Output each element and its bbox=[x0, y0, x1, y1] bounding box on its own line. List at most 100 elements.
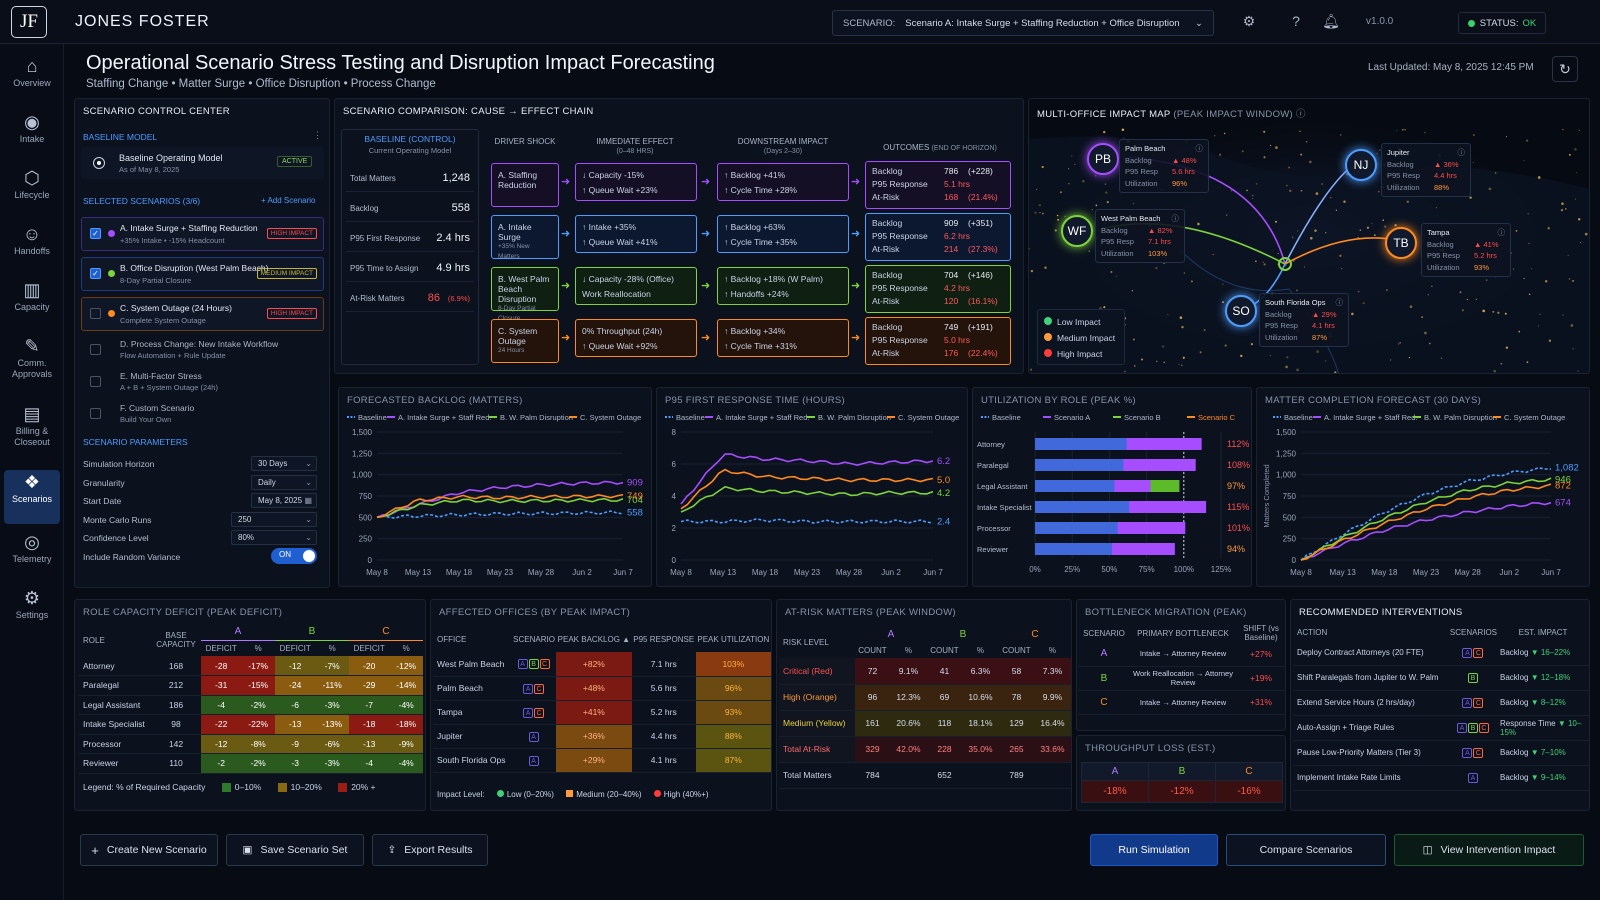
outcome-box[interactable]: Backlog 749 (+191) P95 Response 5.0 hrs At-Ri… bbox=[865, 317, 1011, 365]
table-row[interactable]: Palm Beach A C +48% 5.6 hrs 96% bbox=[433, 676, 771, 701]
gear-icon[interactable]: ⚙ bbox=[1242, 13, 1256, 29]
outcome-box[interactable]: Backlog 704 (+146) P95 Response 4.2 hrs At-Ri… bbox=[865, 265, 1011, 313]
table-row[interactable]: Total At-Risk 329 42.0% 228 35.0% 265 33.6% bbox=[779, 736, 1071, 763]
office-node[interactable]: TB bbox=[1385, 227, 1417, 259]
variance-toggle[interactable]: ON bbox=[271, 547, 317, 564]
table-row[interactable]: West Palm Beach A B C +82% 7.1 hrs 103% bbox=[433, 652, 771, 677]
scenario-item[interactable]: ✓ A. Intake Surge + Staffing Reduction +3… bbox=[81, 217, 324, 251]
driver-box[interactable]: A. Staffing Reduction bbox=[491, 163, 559, 207]
table-row[interactable]: Jupiter A +36% 4.4 hrs 88% bbox=[433, 724, 771, 749]
nav-lifecycle[interactable]: ⬡ Lifecycle bbox=[4, 166, 60, 220]
bell-icon[interactable]: 🔔︎ bbox=[1322, 13, 1340, 29]
param-select[interactable]: 80% ⌄ bbox=[231, 530, 317, 545]
driver-box[interactable]: B. West Palm Beach Disruption 8-Day Parti… bbox=[491, 267, 559, 322]
office-node[interactable]: NJ bbox=[1345, 149, 1377, 181]
table-row[interactable]: Reviewer 110 -2 -2% -3 -3% -4 -4% bbox=[79, 753, 423, 774]
info-icon[interactable]: ⓘ bbox=[1497, 228, 1506, 237]
scenario-item[interactable]: F. Custom Scenario Build Your Own bbox=[81, 399, 324, 427]
param-select[interactable]: 30 Days ⌄ bbox=[251, 456, 317, 471]
radio-icon[interactable] bbox=[93, 157, 105, 169]
checkbox[interactable] bbox=[90, 376, 101, 387]
downstream-box[interactable]: ↑ Backlog +63% ↑ Cycle Time +35% bbox=[717, 215, 849, 253]
office-card[interactable]: Palm Beach ⓘ Backlog ▲ 48% P95 Resp 5.6 hrs… bbox=[1119, 139, 1209, 193]
immediate-box[interactable]: ↓ Capacity -15% ↑ Queue Wait +23% bbox=[575, 163, 697, 201]
nav-capacity[interactable]: ▥ Capacity bbox=[4, 278, 60, 332]
downstream-box[interactable]: ↑ Backlog +41% ↑ Cycle Time +28% bbox=[717, 163, 849, 201]
nav-settings[interactable]: ⚙ Settings bbox=[4, 586, 60, 640]
app-logo[interactable]: JF bbox=[11, 5, 47, 38]
series-line[interactable] bbox=[1300, 501, 1552, 561]
scenario-item[interactable]: E. Multi-Factor Stress A + B + System Ou… bbox=[81, 367, 324, 395]
completion-chart[interactable]: Baseline A. Intake Surge + Staff Red. B. W… bbox=[1257, 388, 1591, 588]
help-icon[interactable]: ? bbox=[1292, 13, 1300, 29]
office-card[interactable]: West Palm Beach ⓘ Backlog ▲ 82% P95 Resp 7.… bbox=[1095, 209, 1185, 263]
export-results-button[interactable]: ⇪ Export Results bbox=[372, 834, 488, 866]
office-card[interactable]: Tampa ⓘ Backlog ▲ 41% P95 Resp 5.2 hrs Util… bbox=[1421, 223, 1511, 277]
downstream-box[interactable]: ↑ Backlog +34% ↑ Cycle Time +31% bbox=[717, 319, 849, 357]
param-select[interactable]: 250 ⌄ bbox=[231, 511, 317, 527]
refresh-button[interactable]: ↻ bbox=[1552, 56, 1578, 82]
office-card[interactable]: South Florida Ops ⓘ Backlog ▲ 29% P95 Resp… bbox=[1259, 293, 1349, 347]
table-row[interactable]: A Intake → Attorney Review +27% bbox=[1079, 642, 1285, 667]
param-select[interactable]: May 8, 2025 ▦ bbox=[251, 493, 317, 508]
outcome-box[interactable]: Backlog 909 (+351) P95 Response 6.2 hrs At-Ri… bbox=[865, 213, 1011, 261]
compare-scenarios-button[interactable]: Compare Scenarios bbox=[1226, 834, 1386, 866]
checkbox[interactable] bbox=[90, 344, 101, 355]
driver-box[interactable]: C. System Outage 24 Hours bbox=[491, 319, 559, 363]
immediate-box[interactable]: ↑ Intake +35% ↑ Queue Wait +41% bbox=[575, 215, 697, 253]
hub-node[interactable] bbox=[1278, 257, 1292, 271]
info-icon[interactable]: ⓘ bbox=[1171, 214, 1180, 223]
nav-comm-approvals[interactable]: ✎ Comm. Approvals bbox=[4, 334, 60, 396]
table-row[interactable]: B Work Reallocation → Attorney Review +19% bbox=[1079, 666, 1285, 691]
series-line[interactable] bbox=[376, 493, 624, 519]
table-row[interactable]: Auto-Assign + Triage Rules A B C Response Ti… bbox=[1293, 715, 1589, 741]
info-icon[interactable]: ⓘ bbox=[1195, 144, 1204, 153]
table-row[interactable]: Critical (Red) 72 9.1% 41 6.3% 58 7.3% bbox=[779, 658, 1071, 685]
immediate-box[interactable]: 0% Throughput (24h) ↑ Queue Wait +92% bbox=[575, 319, 697, 357]
checkbox[interactable] bbox=[90, 308, 101, 319]
utilization-chart[interactable]: Baseline Scenario A Scenario B Scenario C 0%… bbox=[973, 388, 1253, 588]
series-line[interactable] bbox=[680, 517, 934, 524]
office-card[interactable]: Jupiter ⓘ Backlog ▲ 36% P95 Resp 4.4 hrs Ut… bbox=[1381, 143, 1471, 197]
nav-handoffs[interactable]: ☺ Handoffs bbox=[4, 222, 60, 276]
table-row[interactable]: High (Orange) 96 12.3% 69 10.6% 78 9.9% bbox=[779, 684, 1071, 711]
office-node[interactable]: PB bbox=[1087, 143, 1119, 175]
run-simulation-button[interactable]: Run Simulation bbox=[1090, 834, 1218, 866]
info-icon[interactable]: ⓘ bbox=[1457, 148, 1466, 157]
series-line[interactable] bbox=[680, 453, 934, 505]
info-icon[interactable]: ⓘ bbox=[1295, 109, 1306, 120]
table-row[interactable]: Processor 142 -12 -8% -9 -6% -13 -9% bbox=[79, 734, 423, 754]
nav-intake[interactable]: ◉ Intake bbox=[4, 110, 60, 164]
downstream-box[interactable]: ↑ Backlog +18% (W Palm) ↑ Handoffs +24% bbox=[717, 267, 849, 305]
table-row[interactable]: Shift Paralegals from Jupiter to W. Palm… bbox=[1293, 665, 1589, 691]
series-line[interactable] bbox=[376, 510, 624, 520]
series-line[interactable] bbox=[1300, 477, 1552, 561]
series-line[interactable] bbox=[680, 485, 934, 513]
office-node[interactable]: WF bbox=[1061, 215, 1093, 247]
checkbox[interactable] bbox=[90, 408, 101, 419]
save-scenario-button[interactable]: ▣ Save Scenario Set bbox=[226, 834, 364, 866]
checkbox[interactable]: ✓ bbox=[90, 268, 101, 279]
table-row[interactable]: Medium (Yellow) 161 20.6% 118 18.1% 129 16.4% bbox=[779, 710, 1071, 737]
backlog-chart[interactable]: Baseline A. Intake Surge + Staff Red. B. W… bbox=[339, 388, 653, 588]
kebab-icon[interactable]: ⋮ bbox=[313, 130, 322, 140]
office-node[interactable]: SO bbox=[1225, 295, 1257, 327]
scenario-item[interactable]: D. Process Change: New Intake Workflow F… bbox=[81, 335, 324, 363]
view-intervention-button[interactable]: ◫ View Intervention Impact bbox=[1394, 834, 1584, 866]
scenario-selector[interactable]: SCENARIO: Scenario A: Intake Surge + Sta… bbox=[832, 10, 1214, 36]
table-row[interactable]: Extend Service Hours (2 hrs/day) A C Backlo… bbox=[1293, 690, 1589, 716]
table-row[interactable]: Total Matters 784 652 789 bbox=[779, 762, 1071, 789]
baseline-card[interactable]: Baseline Operating Model As of May 8, 20… bbox=[81, 147, 324, 179]
table-row[interactable]: South Florida Ops A +29% 4.1 hrs 87% bbox=[433, 748, 771, 773]
scenario-item[interactable]: C. System Outage (24 Hours) Complete Sys… bbox=[81, 297, 324, 331]
scenario-item[interactable]: ✓ B. Office Disruption (West Palm Beach) … bbox=[81, 257, 324, 291]
immediate-box[interactable]: ↓ Capacity -28% (Office) Work Reallocatio… bbox=[575, 267, 697, 305]
param-select[interactable]: Daily ⌄ bbox=[251, 474, 317, 490]
table-row[interactable]: Deploy Contract Attorneys (20 FTE) A C Back… bbox=[1293, 640, 1589, 666]
nav-telemetry[interactable]: ◎ Telemetry bbox=[4, 530, 60, 584]
driver-box[interactable]: A. Intake Surge +35% New Matters bbox=[491, 215, 559, 260]
nav-billing[interactable]: ▤ Billing & Closeout bbox=[4, 402, 60, 464]
create-scenario-button[interactable]: + Create New Scenario bbox=[80, 834, 218, 866]
series-line[interactable] bbox=[376, 497, 624, 519]
table-row[interactable]: Paralegal 212 -31 -15% -24 -11% -29 -14% bbox=[79, 675, 423, 696]
